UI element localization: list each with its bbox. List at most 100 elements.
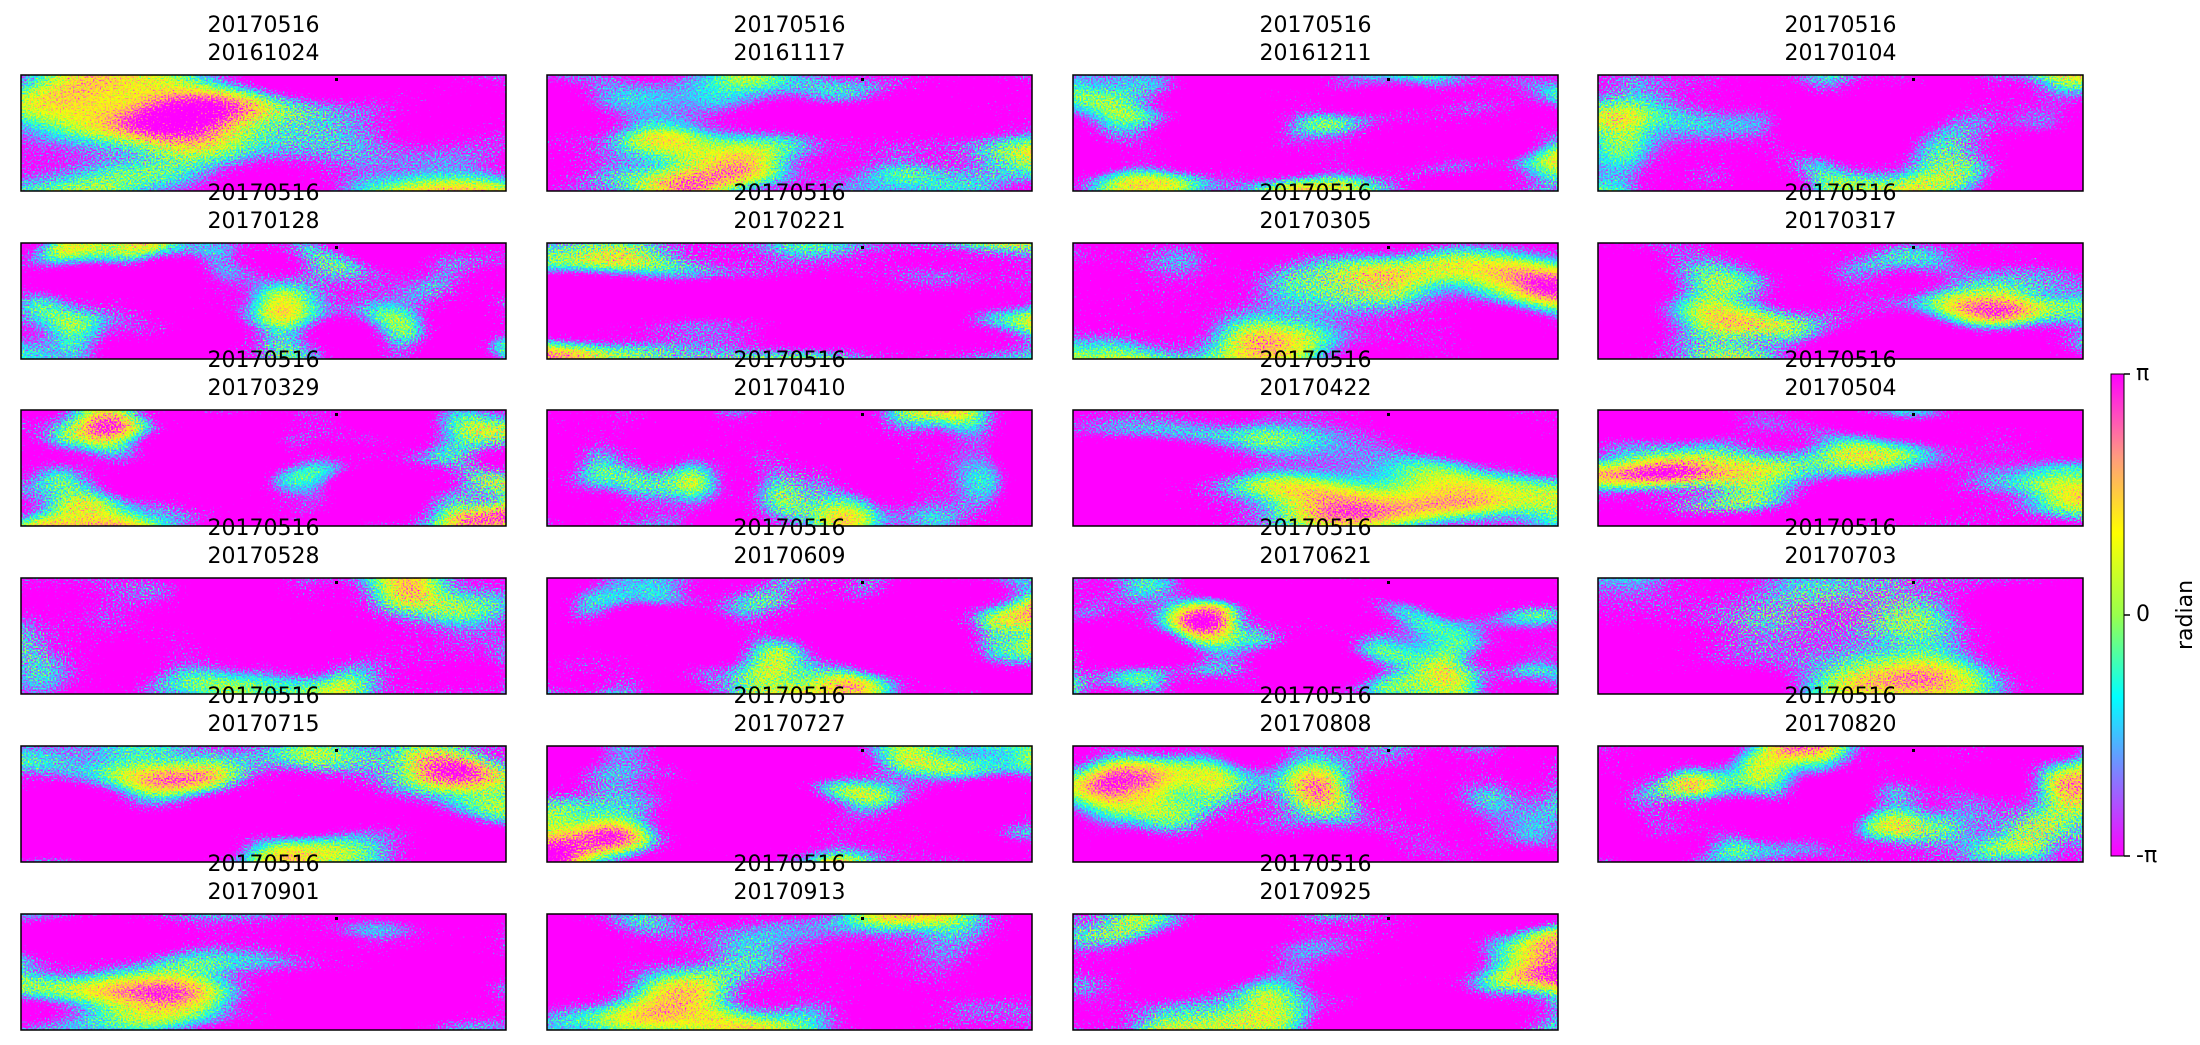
panel-title: 20170715 [208,712,320,737]
panel-title: 20170516 [1260,13,1372,38]
panel: 20170516 20170901 [20,852,507,1031]
panel-title: 20170703 [1785,544,1897,569]
panel-title: 20170516 [734,13,846,38]
reference-point [335,917,338,920]
panel-title: 20170422 [1260,376,1372,401]
panel: 20170516 20170621 [1072,516,1559,695]
panel-title: 20170621 [1260,544,1372,569]
panel-frame [1072,74,1559,192]
panel: 20170516 20161117 [546,13,1033,192]
reference-point [335,246,338,249]
panel-frame [1597,242,2084,360]
panel-title: 20170808 [1260,712,1372,737]
panel-title: 20170221 [734,209,846,234]
interferogram [1073,578,1558,694]
panel-frame [20,409,507,527]
panel: 20170516 20170727 [546,684,1033,863]
panel: 20170516 20170528 [20,516,507,695]
interferogram [1073,746,1558,862]
panel: 20170516 20170410 [546,348,1033,527]
panel-title: 20170104 [1785,41,1897,66]
panel-title: 20170504 [1785,376,1897,401]
colorbar: radian -π 0 π [2110,361,2198,868]
panel-title: 20170913 [734,880,846,905]
reference-point [861,78,864,81]
panel-title: 20170128 [208,209,320,234]
panel-frame [546,745,1033,863]
reference-point [1387,78,1390,81]
panel-title: 20170516 [734,684,846,709]
panel-title: 20170516 [1260,852,1372,877]
panel-frame [546,577,1033,695]
reference-point [1387,413,1390,416]
reference-point [335,581,338,584]
reference-point [861,246,864,249]
panel-frame [20,913,507,1031]
panel-title: 20170516 [1785,516,1897,541]
interferogram [1598,578,2083,694]
interferogram [1598,410,2083,526]
panel-title: 20170305 [1260,209,1372,234]
panel-frame [20,577,507,695]
panel-title: 20170727 [734,712,846,737]
panel-frame [546,409,1033,527]
panel-frame [1072,242,1559,360]
interferogram [1073,410,1558,526]
panel: 20170516 20161211 [1072,13,1559,192]
interferogram [547,914,1032,1030]
reference-point [861,581,864,584]
panel: 20170516 20161024 [20,13,507,192]
panel: 20170516 20170609 [546,516,1033,695]
panel-title: 20170516 [208,516,320,541]
panel-title: 20170528 [208,544,320,569]
interferogram [547,243,1032,359]
interferogram [21,243,506,359]
interferogram [1073,75,1558,191]
interferogram [21,578,506,694]
panel-frame [20,74,507,192]
reference-point [1387,917,1390,920]
panel-title: 20170516 [734,348,846,373]
reference-point [1912,749,1915,752]
panel-title: 20161117 [734,41,846,66]
interferogram [1598,746,2083,862]
panel-title: 20170516 [1785,348,1897,373]
colorbar-tick-label: 0 [2136,602,2150,627]
panel-grid: 2017051620161024201705162016111720170516… [20,13,2084,1031]
panel-frame [1597,409,2084,527]
interferogram [21,914,506,1030]
interferogram [1073,243,1558,359]
panel-title: 20170516 [208,684,320,709]
panel-title: 20170516 [734,516,846,541]
interferogram [1598,243,2083,359]
interferogram [1598,75,2083,191]
interferogram [547,578,1032,694]
panel: 20170516 20170715 [20,684,507,863]
reference-point [1387,749,1390,752]
panel-title: 20170516 [208,13,320,38]
panel: 20170516 20170221 [546,181,1033,360]
panel-frame [1072,409,1559,527]
interferogram [21,75,506,191]
panel: 20170516 20170808 [1072,684,1559,863]
panel-title: 20170516 [1785,181,1897,206]
panel-title: 20170516 [208,852,320,877]
panel-title: 20170516 [1785,684,1897,709]
colorbar-tick-label: π [2136,361,2149,386]
panel-frame [20,242,507,360]
panel: 20170516 20170820 [1597,684,2084,863]
panel-title: 20170901 [208,880,320,905]
interferogram [547,75,1032,191]
panel-title: 20170329 [208,376,320,401]
panel: 20170516 20170504 [1597,348,2084,527]
panel-frame [1072,745,1559,863]
panel-title: 20170516 [734,852,846,877]
reference-point [1912,246,1915,249]
panel-title: 20161024 [208,41,320,66]
panel-frame [1597,577,2084,695]
reference-point [335,749,338,752]
panel-title: 20170609 [734,544,846,569]
panel-title: 20161211 [1260,41,1372,66]
panel: 20170516 20170925 [1072,852,1559,1031]
